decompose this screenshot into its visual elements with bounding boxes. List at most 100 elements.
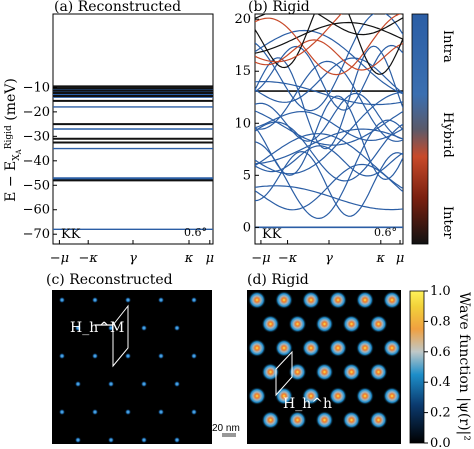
panel-c-title: (c) Reconstructed	[46, 272, 173, 288]
density-spot	[302, 387, 320, 405]
x-tick-label: μ	[206, 251, 214, 266]
density-spot	[356, 291, 374, 309]
density-spot	[91, 408, 99, 416]
density-spot	[107, 436, 115, 444]
band-line	[255, 39, 403, 71]
band-line	[255, 121, 403, 182]
band-line	[255, 133, 403, 190]
density-spot	[356, 387, 374, 405]
colorbar-label-hybrid: Hybrid	[440, 112, 455, 158]
density-spot	[356, 339, 374, 357]
density-spot	[91, 352, 99, 360]
density-spot	[288, 411, 307, 429]
y-tick-label: −40	[23, 154, 50, 169]
panel-a-bands	[53, 85, 213, 231]
density-spot	[369, 363, 388, 381]
density-spot	[261, 363, 280, 381]
density-spot	[190, 296, 198, 304]
wavefunction-colorbar-label: Wave function |ψ(r)|²	[456, 292, 472, 441]
colorbar-tick-label: 0.4	[430, 375, 451, 390]
panel-a-angle-label: 0.6°	[184, 226, 207, 239]
band-line	[255, 14, 403, 75]
density-spot	[74, 380, 82, 388]
x-tick-label: γ	[325, 251, 333, 266]
density-spot	[190, 408, 198, 416]
band-line	[255, 110, 403, 146]
density-spot	[124, 352, 132, 360]
y-tick-label: 0	[243, 220, 251, 235]
panel-d-spots	[248, 291, 401, 429]
density-spot	[58, 408, 66, 416]
density-spot	[369, 411, 388, 429]
panel-b-title: (b) Rigid	[248, 0, 310, 15]
panel-c-annotation: H_h^M	[70, 320, 124, 336]
panel-c-spots	[58, 296, 198, 444]
density-spot	[329, 387, 347, 405]
panel-b-kk-label: KK	[262, 227, 282, 242]
density-spot	[140, 380, 148, 388]
density-spot	[329, 291, 347, 309]
band-line	[255, 185, 403, 211]
panel-c-map	[52, 290, 212, 444]
density-spot	[329, 339, 347, 357]
density-spot	[342, 363, 361, 381]
y-tick-label: 20	[234, 12, 251, 27]
wavefunction-colorbar-ticks: 0.0 0.2 0.4 0.6 0.8 1.0	[424, 284, 451, 449]
y-tick-label: 15	[234, 64, 251, 79]
density-spot	[107, 380, 115, 388]
panel-d-unit-cell	[275, 350, 293, 397]
x-tick-label: −κ	[278, 251, 298, 266]
density-spot	[173, 380, 181, 388]
density-spot	[248, 291, 266, 309]
colorbar-tick-label: 0.6	[430, 345, 451, 360]
x-tick-label: −μ	[251, 251, 270, 266]
band-line	[255, 14, 342, 63]
x-tick-label: κ	[184, 251, 194, 266]
panel-a-ylabel: E − EXARigid (meV)	[3, 78, 23, 202]
density-spot	[315, 315, 334, 333]
colorbar-label-inter: Inter	[440, 206, 455, 239]
x-tick-label: −κ	[78, 251, 98, 266]
band-line	[255, 95, 403, 181]
band-line	[255, 163, 403, 211]
band-line	[255, 91, 403, 175]
density-spot	[288, 363, 307, 381]
density-spot	[369, 315, 388, 333]
density-spot	[248, 339, 266, 357]
y-tick-label: −10	[23, 80, 50, 95]
colorbar-label-intra: Intra	[440, 30, 455, 63]
band-line	[255, 150, 403, 217]
panel-a-xticks: −μ −κ γ κ μ	[50, 240, 214, 266]
band-line	[255, 128, 403, 165]
density-spot	[124, 296, 132, 304]
band-line	[255, 14, 403, 76]
density-spot	[275, 291, 293, 309]
y-tick-label: −60	[23, 203, 50, 218]
colorbar-tick-label: 0.0	[430, 436, 451, 449]
y-tick-label: 10	[234, 116, 251, 131]
density-spot	[275, 339, 293, 357]
density-spot	[58, 352, 66, 360]
band-line	[255, 60, 403, 142]
density-spot	[74, 436, 82, 444]
density-spot	[91, 296, 99, 304]
band-line	[255, 21, 403, 54]
density-spot	[190, 352, 198, 360]
panel-a-title: (a) Reconstructed	[54, 0, 181, 15]
y-tick-label: −20	[23, 105, 50, 120]
density-spot	[157, 408, 165, 416]
wavefunction-colorbar	[409, 290, 425, 444]
y-tick-label: 5	[243, 168, 251, 183]
density-spot	[342, 315, 361, 333]
density-spot	[157, 352, 165, 360]
density-spot	[342, 411, 361, 429]
x-tick-label: γ	[129, 251, 137, 266]
density-spot	[124, 408, 132, 416]
scalebar-label: 20 nm	[212, 423, 240, 434]
density-spot	[315, 363, 334, 381]
band-line	[255, 45, 403, 150]
panel-c-unit-cell	[112, 304, 129, 368]
panel-b-yticks: 0 5 10 15 20	[234, 12, 259, 235]
x-tick-label: −μ	[50, 251, 69, 266]
band-line	[255, 14, 403, 112]
